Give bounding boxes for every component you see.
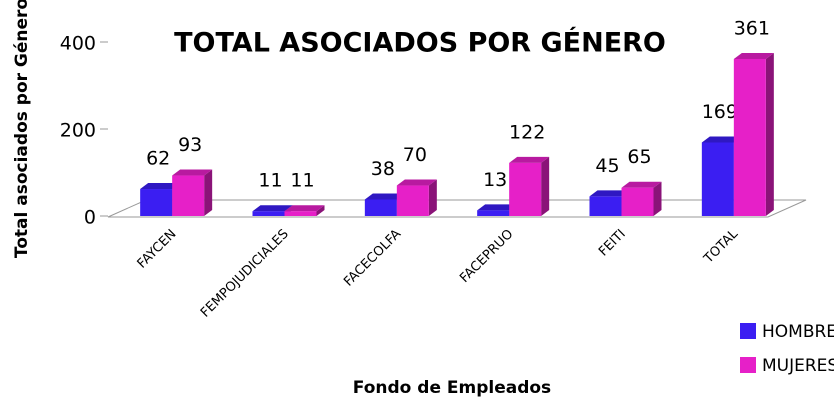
x-tick-label: FEITI xyxy=(596,227,629,260)
bar-side xyxy=(316,205,325,216)
bar-top xyxy=(621,181,662,188)
bar-front xyxy=(621,187,654,216)
x-tick-label: FAYCEN xyxy=(135,227,180,272)
bar-top xyxy=(733,52,774,59)
chart-title: TOTAL ASOCIADOS POR GÉNERO xyxy=(174,27,666,59)
bar xyxy=(733,52,774,217)
value-label: 169 xyxy=(702,101,738,123)
bar-top xyxy=(701,136,742,143)
y-tick-label: 400 xyxy=(60,33,96,55)
legend-label: MUJERES xyxy=(762,356,834,376)
y-axis-title: Total asociados por Género xyxy=(12,0,32,258)
value-label: 361 xyxy=(734,17,770,39)
bar-side xyxy=(204,169,213,216)
bar-front xyxy=(396,185,429,216)
bar-front xyxy=(364,199,397,216)
bar-side xyxy=(653,181,662,216)
value-label: 65 xyxy=(627,146,651,168)
value-label: 122 xyxy=(509,121,545,143)
value-label: 38 xyxy=(371,158,395,180)
x-tick-label: FACEPRUO xyxy=(457,227,516,286)
bar xyxy=(621,181,662,216)
bar-top xyxy=(396,179,437,186)
bar-side xyxy=(541,156,550,216)
bar-front xyxy=(284,211,317,216)
bar-top xyxy=(477,204,518,211)
bar xyxy=(396,179,437,216)
bar-front xyxy=(252,211,285,216)
bar xyxy=(509,156,550,216)
value-label: 70 xyxy=(403,144,427,166)
bar-front xyxy=(701,142,734,216)
value-label: 13 xyxy=(483,169,507,191)
bar-front xyxy=(589,196,622,216)
x-tick-label: FEMPOJUDICIALES xyxy=(198,227,292,321)
bar-top xyxy=(284,205,325,212)
value-label: 45 xyxy=(595,155,619,177)
bar-top xyxy=(252,205,293,212)
legend-label: HOMBRES xyxy=(762,322,834,342)
bar-front xyxy=(509,162,542,216)
bar xyxy=(284,205,325,216)
x-tick-label: TOTAL xyxy=(701,226,742,267)
x-tick-label: FACECOLFA xyxy=(341,227,404,290)
value-label: 93 xyxy=(178,134,202,156)
x-axis-title: Fondo de Empleados xyxy=(353,378,551,398)
value-label: 62 xyxy=(146,148,170,170)
bar-top xyxy=(589,190,630,197)
bar-top xyxy=(509,156,550,163)
value-label: 11 xyxy=(258,170,282,192)
bar-front xyxy=(733,58,766,217)
bar-front xyxy=(477,210,510,216)
bar-top xyxy=(364,193,405,200)
legend-swatch xyxy=(740,323,756,339)
y-tick-label: 0 xyxy=(84,207,96,229)
legend-swatch xyxy=(740,357,756,373)
bar-top xyxy=(140,183,181,190)
bar-top xyxy=(172,169,213,176)
y-tick-label: 200 xyxy=(60,120,96,142)
floor xyxy=(107,199,807,218)
bar-side xyxy=(428,179,437,216)
bar-front xyxy=(172,175,205,216)
bar-front xyxy=(140,189,173,216)
bar-side xyxy=(765,52,774,217)
value-label: 11 xyxy=(290,170,314,192)
bar xyxy=(172,169,213,216)
